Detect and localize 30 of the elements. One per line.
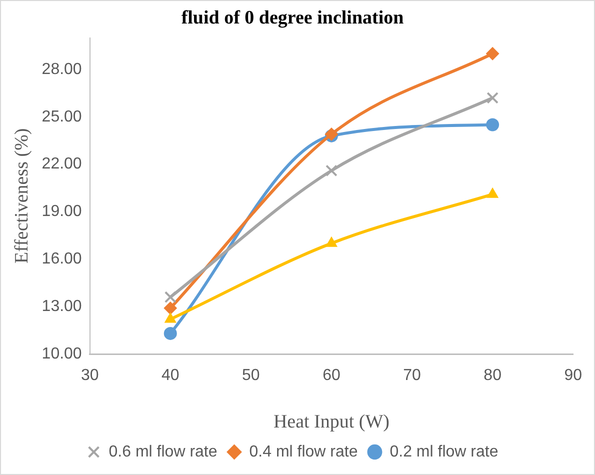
point xyxy=(326,164,338,177)
legend-label: 0.6 ml flow rate xyxy=(108,443,218,460)
point xyxy=(486,47,500,60)
x-tick-label: 90 xyxy=(564,367,582,384)
x-tick-label: 70 xyxy=(403,367,422,384)
point xyxy=(486,188,498,198)
point xyxy=(164,312,176,323)
y-axis-title: Effectiveness (%) xyxy=(11,128,32,264)
legend-label: 0.4 ml flow rate xyxy=(249,443,358,460)
point xyxy=(164,302,177,315)
x-tick-label: 40 xyxy=(161,367,180,384)
y-tick-label: 13.00 xyxy=(42,298,82,315)
y-tick-label: 25.00 xyxy=(42,108,82,126)
legend-label: 0.2 ml flow rate xyxy=(390,443,498,460)
point xyxy=(486,92,499,104)
chart-title: fluid of 0 degree inclination xyxy=(181,7,404,28)
point xyxy=(486,118,500,132)
y-tick-label: 19.00 xyxy=(42,203,82,220)
point xyxy=(164,326,177,340)
y-tick-label: 22.00 xyxy=(42,156,82,173)
y-tick-label: 10.00 xyxy=(42,345,82,362)
point xyxy=(326,236,338,247)
y-tick-label: 28.00 xyxy=(42,60,82,78)
x-tick-label: 80 xyxy=(484,367,502,384)
point xyxy=(164,291,176,304)
x-tick-label: 60 xyxy=(322,367,340,384)
x-axis-title: Heat Input (W) xyxy=(273,412,390,433)
x-tick-label: 50 xyxy=(242,367,260,384)
y-tick-label: 16.00 xyxy=(42,250,82,268)
x-tick-label: 30 xyxy=(80,367,99,384)
